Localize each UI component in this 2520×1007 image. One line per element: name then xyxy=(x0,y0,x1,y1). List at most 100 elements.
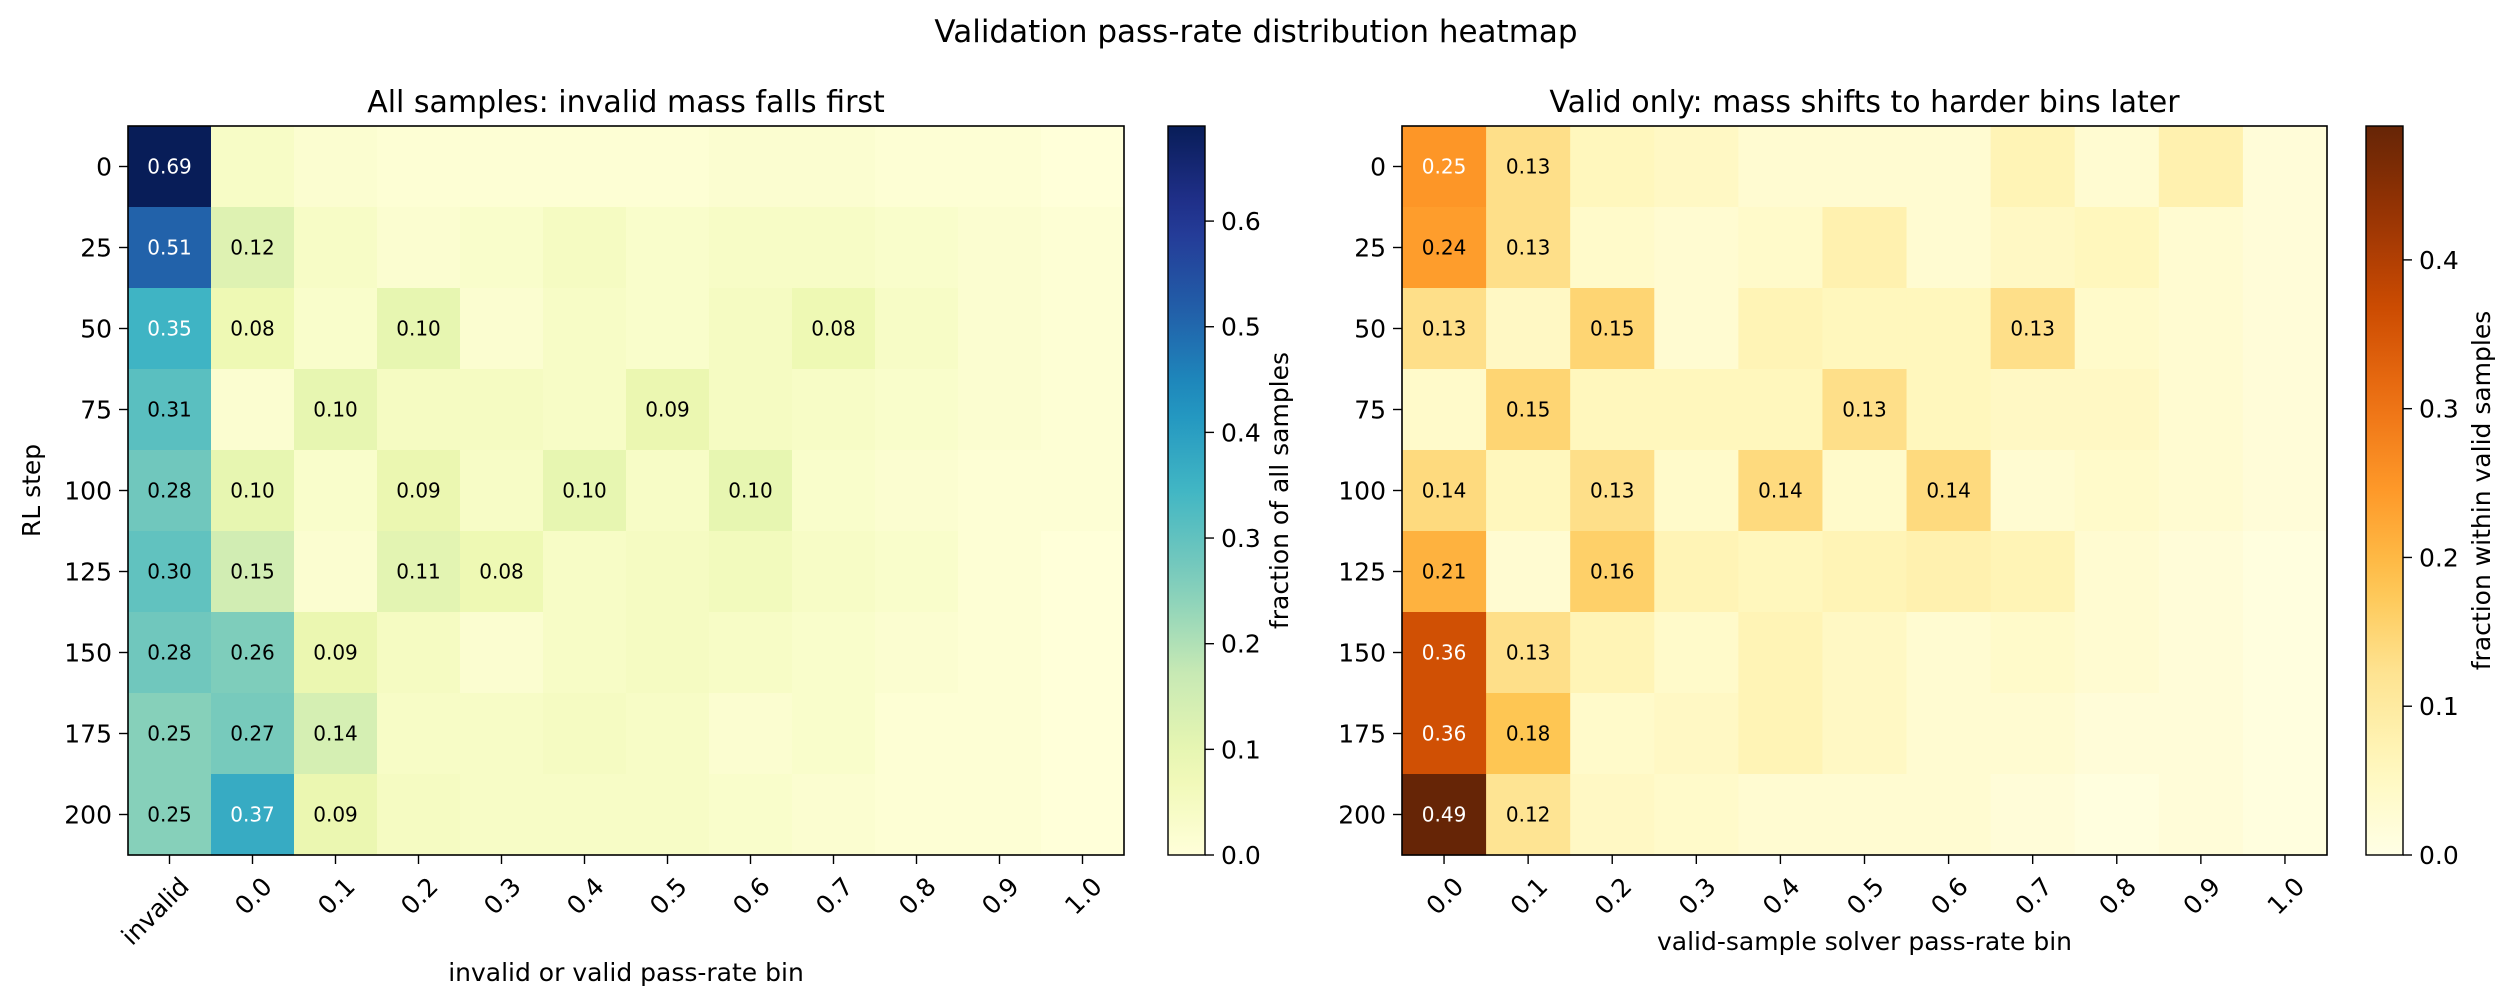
cell-value-label: 0.12 xyxy=(1506,803,1551,827)
heatmap-cell xyxy=(211,531,295,613)
heatmap-cell xyxy=(792,612,876,694)
heatmap-cell xyxy=(2242,693,2328,775)
x-tick-label: 0.1 xyxy=(312,872,361,921)
x-tick-label: 0.0 xyxy=(1421,872,1470,921)
heatmap-cell xyxy=(1402,612,1487,694)
cell-value-label: 0.26 xyxy=(230,641,275,665)
heatmap-cell xyxy=(543,288,627,370)
heatmap-cell xyxy=(1041,369,1125,451)
heatmap-cell xyxy=(543,693,627,775)
heatmap-cell xyxy=(958,531,1042,613)
heatmap-cell xyxy=(1486,207,1571,289)
cell-value-label: 0.31 xyxy=(147,398,192,422)
heatmap-cell xyxy=(1990,369,2076,451)
colorbar-tick-label: 0.4 xyxy=(1221,418,1261,447)
cell-value-label: 0.25 xyxy=(147,803,192,827)
heatmap-cell xyxy=(709,126,793,208)
heatmap-cell xyxy=(1654,531,1739,613)
heatmap-cell xyxy=(1738,612,1824,694)
heatmap-cell xyxy=(2242,207,2328,289)
heatmap-cell xyxy=(460,288,544,370)
heatmap-cell xyxy=(2074,126,2160,208)
heatmap-cell xyxy=(2158,450,2244,532)
x-tick-label: 0.5 xyxy=(644,872,693,921)
x-tick-label: 0.8 xyxy=(2093,872,2142,921)
heatmap-cell xyxy=(958,774,1042,856)
heatmap-cell xyxy=(543,450,627,532)
heatmap-cell xyxy=(1822,450,1908,532)
heatmap-cell xyxy=(1486,369,1571,451)
colorbar-label: fraction within valid samples xyxy=(2467,311,2496,671)
heatmap-cell xyxy=(1822,369,1908,451)
heatmap-cell xyxy=(2158,531,2244,613)
heatmap-cell xyxy=(1906,693,1992,775)
heatmap-cell xyxy=(626,774,710,856)
heatmap-cell xyxy=(294,450,378,532)
cell-value-label: 0.13 xyxy=(1842,398,1887,422)
cell-value-label: 0.10 xyxy=(230,479,275,503)
x-tick-label: 0.6 xyxy=(727,872,776,921)
heatmap-cell xyxy=(543,369,627,451)
heatmap-cell xyxy=(1738,207,1824,289)
heatmap-cell xyxy=(460,693,544,775)
heatmap-cell xyxy=(211,774,295,856)
y-tick-label: 25 xyxy=(1354,234,1386,263)
x-tick-label: 0.4 xyxy=(561,872,610,921)
heatmap-cell xyxy=(2158,126,2244,208)
heatmap-cell xyxy=(875,288,959,370)
heatmap-cell xyxy=(377,450,461,532)
heatmap-cell xyxy=(377,531,461,613)
heatmap-cell xyxy=(709,774,793,856)
heatmap-cell xyxy=(1654,612,1739,694)
heatmap-cell xyxy=(460,207,544,289)
heatmap-cell xyxy=(1738,693,1824,775)
heatmap-cell xyxy=(2074,531,2160,613)
heatmap-cell xyxy=(2242,774,2328,856)
heatmap-cell xyxy=(294,531,378,613)
heatmap-cell xyxy=(1906,612,1992,694)
heatmap-cell xyxy=(1041,774,1125,856)
heatmap-cell xyxy=(1570,207,1655,289)
heatmap-cell xyxy=(294,774,378,856)
heatmap-cell xyxy=(128,450,212,532)
x-tick-label: 0.7 xyxy=(810,872,859,921)
heatmap-cell xyxy=(709,369,793,451)
heatmap-cell xyxy=(1041,531,1125,613)
heatmap-cell xyxy=(958,126,1042,208)
x-tick-label: 0.8 xyxy=(893,872,942,921)
cell-value-label: 0.27 xyxy=(230,722,275,746)
cell-value-label: 0.08 xyxy=(479,560,524,584)
heatmap-cell xyxy=(211,288,295,370)
heatmap-cell xyxy=(211,369,295,451)
heatmap-cell xyxy=(460,369,544,451)
heatmap-cell xyxy=(294,288,378,370)
heatmap-cell xyxy=(1402,369,1487,451)
colorbar-tick-label: 0.2 xyxy=(2419,543,2459,572)
cell-value-label: 0.16 xyxy=(1590,560,1635,584)
panel-title: All samples: invalid mass falls first xyxy=(367,85,885,120)
heatmap-cell xyxy=(792,288,876,370)
x-tick-label: 0.2 xyxy=(395,872,444,921)
cell-value-label: 0.08 xyxy=(811,317,856,341)
heatmap-cell xyxy=(128,288,212,370)
colorbar xyxy=(1167,125,1206,856)
heatmap-cell xyxy=(377,612,461,694)
heatmap-cell xyxy=(1906,531,1992,613)
heatmap-cell xyxy=(875,450,959,532)
cell-value-label: 0.15 xyxy=(1590,317,1635,341)
heatmap-cell xyxy=(626,693,710,775)
heatmap-cell xyxy=(1570,774,1655,856)
heatmap-cell xyxy=(1990,612,2076,694)
heatmap-cell xyxy=(1738,288,1824,370)
figure-suptitle: Validation pass-rate distribution heatma… xyxy=(934,14,1577,50)
y-tick-label: 125 xyxy=(1338,558,1386,587)
cell-value-label: 0.13 xyxy=(1506,236,1551,260)
heatmap-cell xyxy=(1822,531,1908,613)
heatmap-all-samples: All samples: invalid mass falls first 0.6… xyxy=(17,85,1294,987)
heatmap-cell xyxy=(626,288,710,370)
heatmap-cell xyxy=(1041,126,1125,208)
heatmap-cell xyxy=(2158,693,2244,775)
heatmap-cell xyxy=(1906,450,1992,532)
y-tick-label: 200 xyxy=(1338,801,1386,830)
y-tick-label: 100 xyxy=(1338,477,1386,506)
